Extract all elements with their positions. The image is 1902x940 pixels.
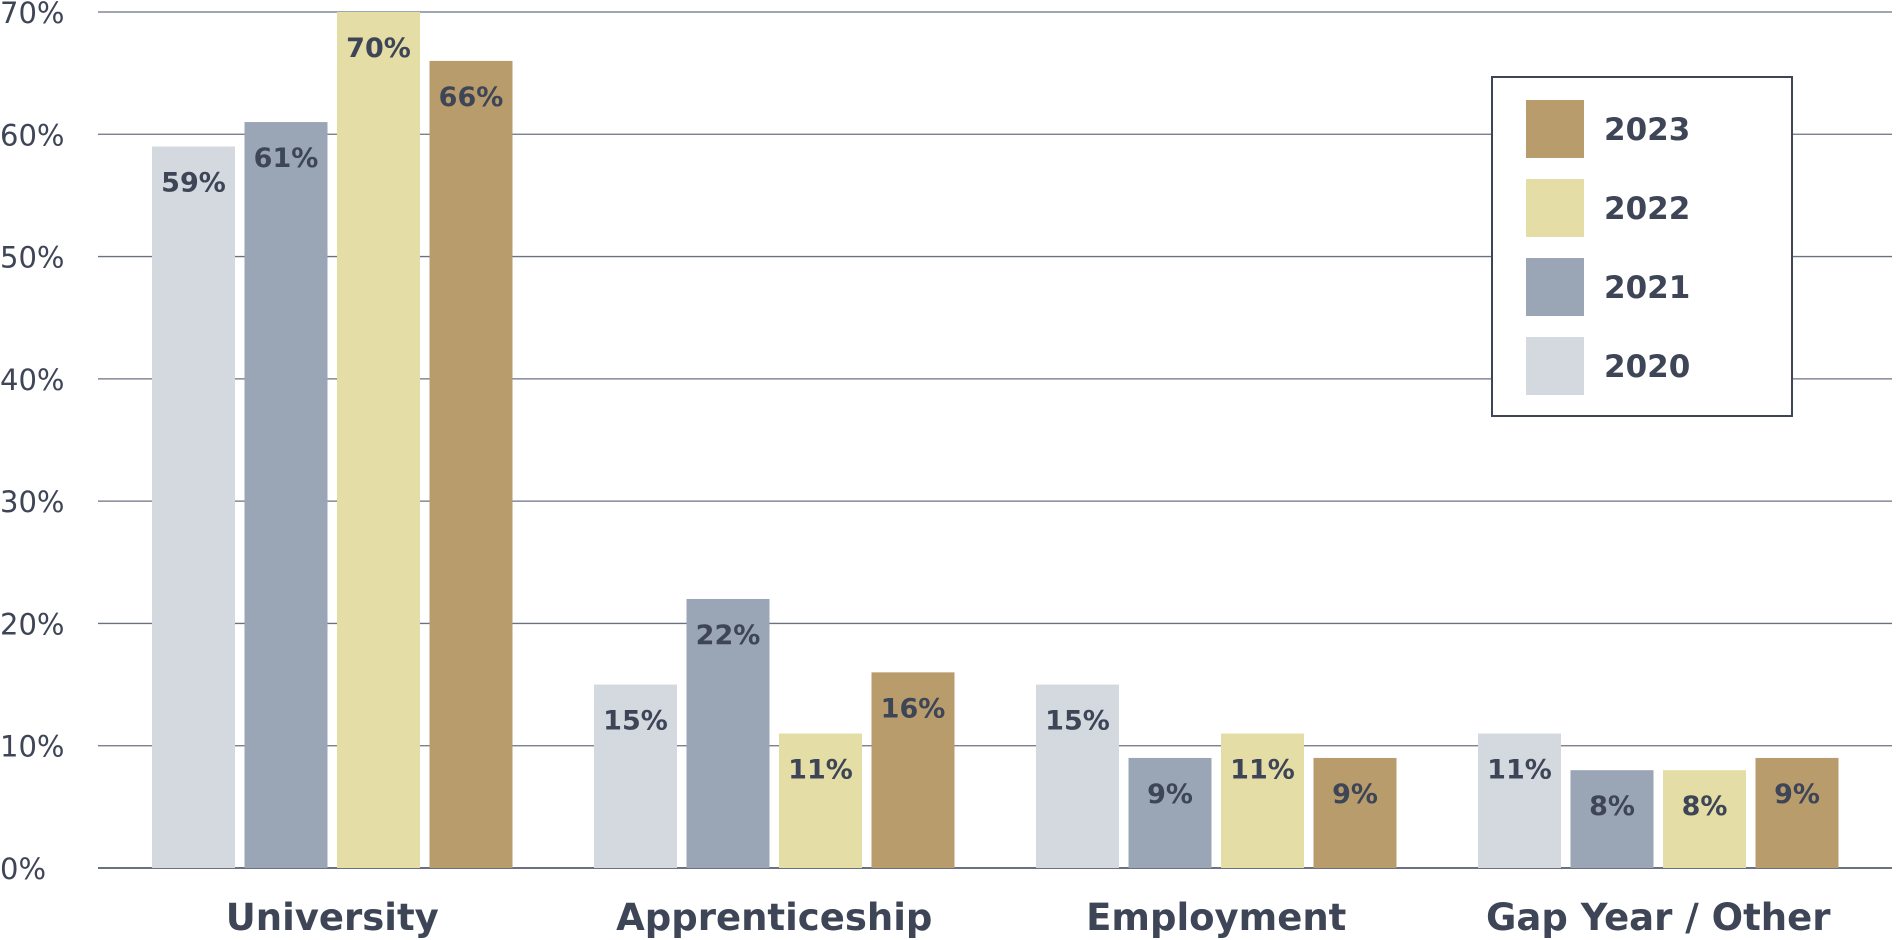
bar-value-label: 66% (439, 82, 504, 113)
y-tick-label: 40% (0, 363, 64, 397)
bar-2021-3 (1570, 770, 1654, 868)
bar-value-label: 11% (1487, 754, 1552, 785)
y-tick-label: 20% (0, 607, 64, 641)
x-category-label: University (226, 896, 439, 939)
x-category-label: Employment (1086, 896, 1346, 939)
legend-swatch-2023 (1526, 100, 1584, 158)
legend-label-2022: 2022 (1604, 191, 1690, 227)
bar-value-label: 9% (1332, 779, 1378, 810)
x-category-label: Apprenticeship (616, 896, 932, 939)
bar-value-label: 9% (1774, 779, 1820, 810)
bar-2022-2 (1221, 733, 1304, 868)
legend-label-2021: 2021 (1604, 270, 1690, 306)
bar-value-label: 22% (696, 620, 761, 651)
bar-value-label: 15% (1045, 706, 1110, 737)
bar-2020-3 (1478, 733, 1561, 868)
legend: 2023 2022 2021 2020 (1491, 76, 1793, 417)
bar-value-label: 8% (1682, 791, 1728, 822)
legend-swatch-2022 (1526, 179, 1584, 237)
bar-2023-3 (1755, 757, 1839, 868)
y-tick-label: 70% (0, 0, 64, 30)
bar-value-label: 16% (881, 693, 946, 724)
legend-swatch-2020 (1526, 337, 1584, 395)
bar-2020-1 (594, 684, 677, 868)
x-category-label: Gap Year / Other (1486, 896, 1831, 939)
bar-2021-1 (686, 598, 770, 868)
bar-value-label: 61% (254, 143, 319, 174)
bars: 59% 61% 70% 66% 15% 22% 11% 16% 15% 9% 11% 9% 11% 8% 8… (152, 12, 1839, 869)
y-tick-label: 50% (0, 241, 64, 275)
bar-value-label: 11% (788, 754, 853, 785)
y-tick-label: 30% (0, 485, 64, 519)
bar-2021-2 (1128, 757, 1212, 868)
y-tick-label: 10% (0, 730, 64, 764)
bar-2022-3 (1663, 770, 1746, 868)
bar-2023-1 (871, 672, 955, 868)
bar-value-label: 9% (1147, 779, 1193, 810)
bar-2020-0 (152, 146, 235, 868)
bar-value-label: 15% (603, 706, 668, 737)
bar-value-label: 59% (161, 168, 226, 199)
legend-label-2023: 2023 (1604, 112, 1690, 148)
bar-2022-0 (337, 12, 420, 868)
bar-value-label: 11% (1230, 754, 1295, 785)
y-tick-label: 0% (0, 852, 46, 886)
bar-2021-0 (244, 122, 328, 869)
legend-swatch-2021 (1526, 258, 1584, 316)
bar-2022-1 (779, 733, 862, 868)
bar-2020-2 (1036, 684, 1119, 868)
bar-value-label: 70% (346, 33, 411, 64)
y-tick-label: 60% (0, 118, 64, 152)
bar-value-label: 8% (1589, 791, 1635, 822)
x-axis: University Apprenticeship Employment Gap Ye… (226, 896, 1832, 939)
bar-2023-0 (429, 60, 513, 868)
y-axis: 0% 10% 20% 30% 40% 50% 60% 70% (0, 0, 64, 886)
bar-2023-2 (1313, 757, 1397, 868)
legend-label-2020: 2020 (1604, 349, 1690, 385)
